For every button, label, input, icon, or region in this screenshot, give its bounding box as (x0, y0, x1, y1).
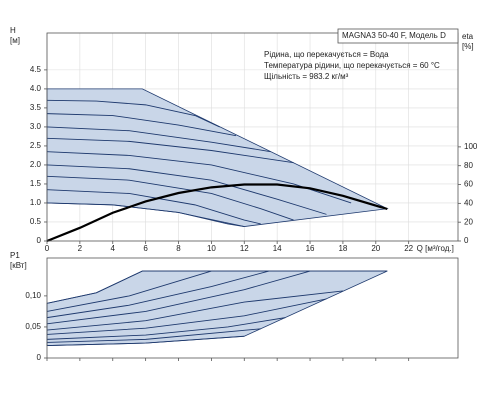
note: Щільність = 983.2 кг/м³ (264, 72, 349, 81)
x-tick-label: 10 (207, 244, 216, 253)
curve (46, 137, 294, 164)
y2-tick-label: 60 (464, 180, 473, 189)
x-tick-label: 6 (143, 244, 148, 253)
title-box (337, 28, 459, 44)
operating-area (46, 270, 388, 346)
curve (46, 270, 388, 304)
y-tick-label: 4.0 (30, 84, 42, 93)
y2-axis-unit: [%] (462, 42, 474, 51)
curve (46, 183, 388, 243)
chart-title: MAGNA3 50-40 F, Модель D (342, 31, 446, 40)
y-tick-label: 0 (37, 236, 42, 245)
y-tick-label: 0.5 (30, 217, 42, 226)
curve (46, 189, 261, 225)
x-tick-label: 16 (306, 244, 315, 253)
y2-tick-label: 40 (464, 198, 473, 207)
x-tick-label: 4 (111, 244, 116, 253)
x-tick-label: 8 (176, 244, 181, 253)
curve (46, 126, 271, 153)
y-tick-label: 0 (37, 353, 42, 362)
curve (46, 99, 220, 128)
y-tick-label: 0,05 (25, 322, 41, 331)
operating-area (46, 88, 389, 227)
y2-tick-label: 0 (464, 236, 469, 245)
curve (46, 175, 294, 221)
curve (46, 270, 212, 312)
x-tick-label: 12 (240, 244, 249, 253)
curve (46, 290, 343, 331)
plot-frame (46, 257, 459, 359)
x-tick-label: 18 (338, 244, 347, 253)
curve (46, 270, 311, 325)
y2-tick-label: 20 (464, 217, 473, 226)
y-tick-label: 2.5 (30, 141, 42, 150)
note: Рідина, що перекачується = Вода (264, 50, 389, 59)
curve (46, 328, 261, 343)
y2-axis-label: eta (462, 32, 474, 41)
x-tick-label: 14 (273, 244, 282, 253)
x-tick-label: 2 (78, 244, 83, 253)
y2-tick-label: 80 (464, 161, 473, 170)
note: Температура рідини, що перекачується = 6… (264, 61, 440, 70)
curve (46, 151, 352, 204)
x-tick-label: 22 (404, 244, 413, 253)
y-axis-label: H (10, 26, 16, 35)
curve (46, 113, 237, 137)
y-axis-unit: [м] (10, 36, 20, 45)
y2-tick-label: 100 (464, 142, 478, 151)
curve (46, 298, 327, 335)
y-tick-label: 2.0 (30, 160, 42, 169)
y-tick-label: 4.5 (30, 65, 42, 74)
y-tick-label: 1.0 (30, 198, 42, 207)
curve (46, 202, 245, 227)
curve (46, 317, 286, 340)
y-axis-label: P1 (10, 251, 20, 260)
y-axis-unit: [кВт] (10, 261, 27, 270)
y-tick-label: 1.5 (30, 179, 42, 188)
x-axis-label: Q [м³/год.] (417, 244, 454, 253)
y-tick-label: 0,10 (25, 291, 41, 300)
curve (46, 335, 245, 347)
y-tick-label: 3.0 (30, 122, 42, 131)
curve (46, 270, 270, 319)
curve (46, 164, 327, 215)
x-tick-label: 0 (45, 244, 50, 253)
x-tick-label: 20 (371, 244, 380, 253)
y-tick-label: 3.5 (30, 103, 42, 112)
plot-frame (46, 32, 459, 242)
